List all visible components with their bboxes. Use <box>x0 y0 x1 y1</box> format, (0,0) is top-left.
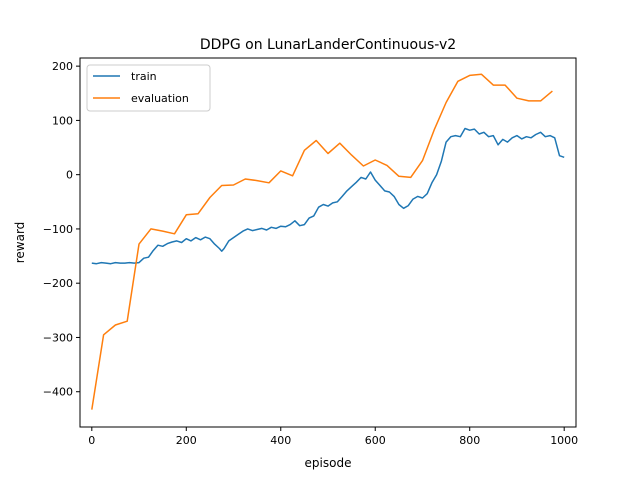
plot-frame <box>79 57 577 428</box>
series-line-evaluation <box>91 73 553 410</box>
x-tick-label: 200 <box>176 434 197 447</box>
chart-title: DDPG on LunarLanderContinuous-v2 <box>200 37 456 53</box>
x-tick-label: 400 <box>270 434 291 447</box>
y-tick-label: −300 <box>43 331 73 344</box>
y-tick-label: −400 <box>43 386 73 399</box>
y-tick-label: −200 <box>43 277 73 290</box>
y-axis-label: reward <box>13 222 27 264</box>
y-tick-label: −100 <box>43 223 73 236</box>
x-tick-label: 0 <box>88 434 95 447</box>
y-tick-label: 100 <box>52 114 73 127</box>
legend-label-train: train <box>131 70 157 83</box>
x-tick-label: 1000 <box>550 434 578 447</box>
x-tick-label: 800 <box>459 434 480 447</box>
x-axis-label: episode <box>305 456 352 470</box>
legend-label-evaluation: evaluation <box>131 92 189 105</box>
x-tick-label: 600 <box>365 434 386 447</box>
legend: train evaluation <box>86 64 211 112</box>
series-line-train <box>91 127 565 265</box>
y-tick-label: 0 <box>66 169 73 182</box>
y-tick-label: 200 <box>52 60 73 73</box>
